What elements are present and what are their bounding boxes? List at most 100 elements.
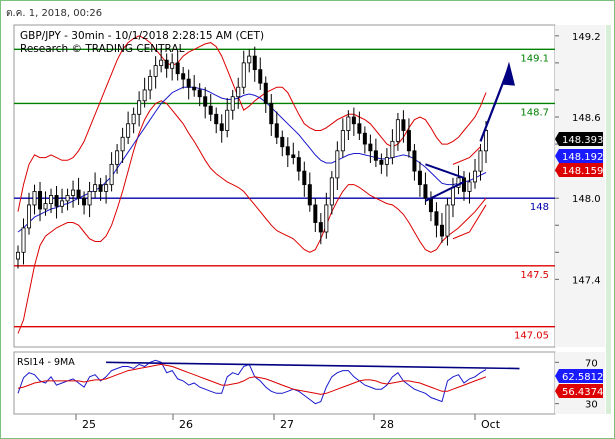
rsi-tick-label: 30 xyxy=(585,400,598,411)
candle-body xyxy=(120,136,125,152)
candle-body xyxy=(417,170,422,186)
price-badge-label: 148.159 xyxy=(562,166,603,177)
level-label: 147.5 xyxy=(520,270,549,281)
candle-body xyxy=(109,163,114,186)
level-label: 147.05 xyxy=(514,331,549,342)
candle-body xyxy=(93,184,98,192)
candle-body xyxy=(27,204,32,229)
candle-body xyxy=(373,150,378,161)
rsi-label: RSI14 - 9MA xyxy=(17,357,75,368)
candle-body xyxy=(115,150,120,165)
chart-subtitle: Research © TRADING CENTRAL xyxy=(20,43,185,55)
chart-title: GBP/JPY - 30min - 10/1/2018 2:28:15 AM (… xyxy=(20,30,264,42)
rsi-badge-label: 62.5812 xyxy=(562,372,603,383)
candle-body xyxy=(285,146,290,156)
price-badge-label: 148.192 xyxy=(562,152,603,163)
candle-body xyxy=(175,62,180,75)
candle-body xyxy=(241,62,246,88)
candle-body xyxy=(137,100,142,115)
rsi-panel xyxy=(13,351,556,415)
projection-lower-band xyxy=(452,204,487,240)
candle-body xyxy=(478,150,483,172)
candle-body xyxy=(412,150,417,172)
candle-body xyxy=(401,119,406,131)
price-badge xyxy=(555,163,603,177)
candle-body xyxy=(428,197,433,213)
candle-body xyxy=(87,191,92,206)
candle-body xyxy=(296,157,301,172)
rsi-badge xyxy=(555,369,603,383)
candle-body xyxy=(445,204,450,237)
candle-body xyxy=(291,154,296,158)
price-tick-label: 147.4 xyxy=(572,275,601,286)
candle-body xyxy=(49,195,54,204)
candle-body xyxy=(340,130,345,152)
candle-body xyxy=(263,82,268,104)
bollinger-lower-line xyxy=(17,100,487,334)
candle-body xyxy=(236,86,241,98)
candle-body xyxy=(76,189,81,199)
price-tick-label: 149.2 xyxy=(572,32,601,43)
candle-body xyxy=(170,62,175,69)
candle-body xyxy=(164,59,169,69)
candle-body xyxy=(313,204,318,223)
candle-body xyxy=(467,181,472,192)
candle-body xyxy=(32,191,37,206)
price-badge-label: 148.393 xyxy=(562,135,603,146)
price-badge xyxy=(555,149,603,163)
candle-body xyxy=(439,224,444,237)
rsi-ma-line xyxy=(17,363,487,395)
candle-body xyxy=(15,251,20,260)
candle-body xyxy=(269,103,274,125)
candle-body xyxy=(38,191,43,210)
candle-body xyxy=(43,203,48,210)
candle-body xyxy=(379,159,384,165)
candle-body xyxy=(368,143,373,152)
candle-body xyxy=(329,177,334,206)
candle-body xyxy=(346,116,351,131)
x-tick-label: 25 xyxy=(82,418,96,431)
candle-body xyxy=(274,123,279,138)
candle-body xyxy=(126,123,131,138)
candle-body xyxy=(181,73,186,80)
header-date-time: ต.ค. 1, 2018, 00:26 xyxy=(6,8,103,19)
candle-body xyxy=(362,132,367,145)
price-tick-label: 148.6 xyxy=(572,113,601,124)
rsi-badge-label: 56.4374 xyxy=(562,387,603,398)
price-tick-label: 148.0 xyxy=(572,194,601,205)
rsi-line xyxy=(17,359,487,405)
bollinger-upper-line xyxy=(17,35,487,212)
candle-body xyxy=(214,113,219,125)
triangle-lower-line xyxy=(424,181,465,202)
level-label: 149.1 xyxy=(520,53,549,64)
rsi-tick-label: 70 xyxy=(585,358,598,369)
candle-body xyxy=(406,130,411,152)
candle-body xyxy=(351,116,356,125)
candle-body xyxy=(54,195,59,207)
candle-body xyxy=(186,78,191,88)
candle-body xyxy=(252,55,257,71)
candle-body xyxy=(461,177,466,192)
candle-body xyxy=(483,130,488,152)
candle-body xyxy=(450,186,455,206)
candle-body xyxy=(104,184,109,192)
candle-body xyxy=(472,170,477,183)
candle-body xyxy=(318,222,323,233)
level-label: 148.7 xyxy=(520,107,549,118)
level-label: 148 xyxy=(530,202,549,213)
scrollbar-track[interactable] xyxy=(606,25,611,414)
candle-body xyxy=(131,113,136,125)
price-axis-bg xyxy=(555,25,605,347)
candle-body xyxy=(197,89,202,98)
candle-body xyxy=(324,204,329,233)
candle-body xyxy=(192,86,197,91)
candle-body xyxy=(98,184,103,192)
triangle-upper-line xyxy=(425,163,465,179)
candle-body xyxy=(219,123,224,131)
projection-upper-band xyxy=(452,146,481,165)
candle-body xyxy=(384,157,389,165)
candle-body xyxy=(307,184,312,206)
candle-body xyxy=(65,195,70,202)
candle-body xyxy=(456,177,461,188)
